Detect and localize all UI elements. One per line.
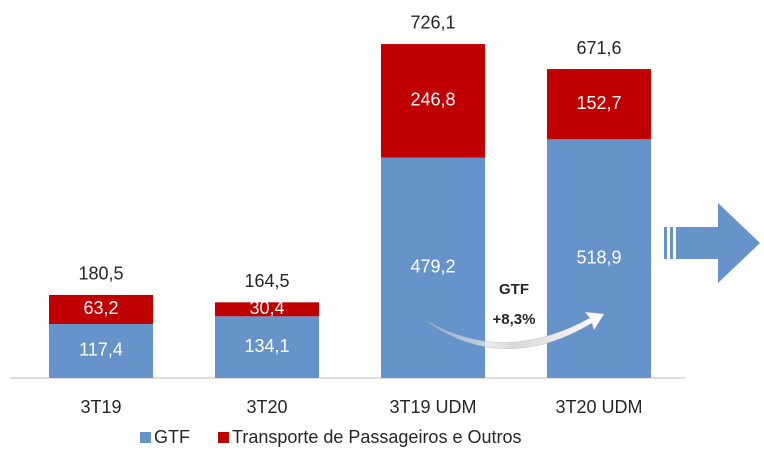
bar-segment xyxy=(547,139,651,378)
annotation: GTF xyxy=(499,281,529,298)
x-tick-label: 3T19 UDM xyxy=(389,397,476,417)
bar-segment xyxy=(215,302,319,317)
data-label: 152,7 xyxy=(576,93,621,113)
x-tick-label: 3T20 UDM xyxy=(555,397,642,417)
legend-label: Transporte de Passageiros e Outros xyxy=(232,427,521,447)
data-label: 246,8 xyxy=(410,90,455,110)
legend: GTF Transporte de Passageiros e Outros xyxy=(140,427,521,447)
growth-arrow xyxy=(427,311,605,349)
total-label: 180,5 xyxy=(78,264,123,284)
total-label: 164,5 xyxy=(244,271,289,291)
annotation: +8,3% xyxy=(493,311,536,328)
legend-label: GTF xyxy=(154,427,190,447)
bar-segment xyxy=(215,316,319,378)
legend-swatch xyxy=(140,432,151,443)
bar-segment xyxy=(381,44,485,158)
data-label: 134,1 xyxy=(244,336,289,356)
data-label: 63,2 xyxy=(83,298,118,318)
bar-segment xyxy=(49,323,153,378)
data-label: 117,4 xyxy=(79,340,123,360)
bar-segment xyxy=(49,294,153,324)
right-arrow xyxy=(664,203,760,283)
x-tick-label: 3T19 xyxy=(80,397,121,417)
total-label: 726,1 xyxy=(410,13,455,33)
bars xyxy=(49,44,651,378)
bar-segment xyxy=(547,69,651,140)
x-tick-label: 3T20 xyxy=(246,397,287,417)
data-label: 479,2 xyxy=(410,257,455,277)
data-label: 30,4 xyxy=(249,298,284,318)
legend-swatch xyxy=(218,432,229,443)
total-label: 671,6 xyxy=(576,38,621,58)
data-label: 518,9 xyxy=(576,247,621,267)
